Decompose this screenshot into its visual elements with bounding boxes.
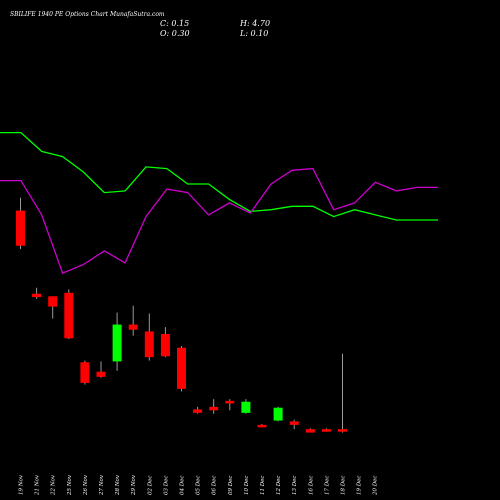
candle-body [160, 334, 170, 357]
low-value: L: 0.10 [240, 29, 269, 38]
candle-body [144, 331, 154, 358]
candle-body [321, 429, 331, 432]
x-tick-label: 09 Dec [228, 476, 234, 496]
chart-title: SBILIFE 1940 PE Options Chart MunafaSutr… [10, 11, 165, 18]
candle-body [48, 296, 58, 307]
x-tick-label: 05 Dec [196, 476, 202, 496]
x-tick-label: 29 Nov [131, 474, 137, 496]
x-tick-label: 18 Dec [341, 476, 347, 496]
candle-body [96, 371, 106, 377]
close-value: C: 0.15 [160, 19, 190, 28]
x-tick-label: 02 Dec [147, 476, 153, 496]
candle-body [16, 210, 25, 246]
candle-body [338, 429, 347, 432]
x-tick-label: 21 Nov [35, 474, 41, 496]
x-tick-label: 19 Dec [357, 476, 363, 496]
x-tick-label: 12 Dec [276, 476, 282, 496]
open-value: O: 0.30 [160, 29, 190, 38]
x-tick-label: 06 Dec [212, 476, 218, 496]
candle-body [177, 347, 186, 389]
x-tick-label: 11 Dec [260, 476, 266, 496]
candle-body [128, 324, 138, 330]
x-tick-label: 10 Dec [244, 476, 250, 496]
indicator-line-1 [0, 131, 438, 221]
candle-body [193, 409, 203, 413]
candle-body [257, 424, 267, 428]
x-tick-label: 20 Dec [373, 476, 379, 497]
candle-body [64, 292, 74, 339]
candle-body [273, 407, 283, 421]
x-tick-label: 13 Dec [292, 476, 298, 496]
x-tick-label: 19 Nov [19, 474, 25, 495]
candle-body [32, 293, 42, 298]
x-tick-label: 26 Nov [83, 474, 89, 496]
x-tick-label: 22 Nov [51, 474, 57, 496]
candle-body [225, 400, 235, 404]
x-tick-label: 28 Nov [115, 474, 121, 496]
candle-body [80, 362, 90, 383]
x-tick-label: 03 Dec [163, 476, 169, 496]
high-value: H: 4.70 [240, 19, 271, 28]
candle-body [305, 429, 315, 433]
candle-body [289, 421, 299, 425]
x-tick-label: 16 Dec [308, 476, 314, 496]
x-tick-label: 27 Nov [99, 474, 105, 496]
candle-body [241, 401, 251, 413]
indicator-line-2 [0, 167, 438, 274]
candle-body [209, 406, 219, 411]
x-tick-label: 17 Dec [324, 476, 330, 496]
x-tick-label: 25 Nov [67, 474, 73, 496]
candle-body [112, 324, 122, 362]
x-tick-label: 04 Dec [180, 476, 186, 496]
